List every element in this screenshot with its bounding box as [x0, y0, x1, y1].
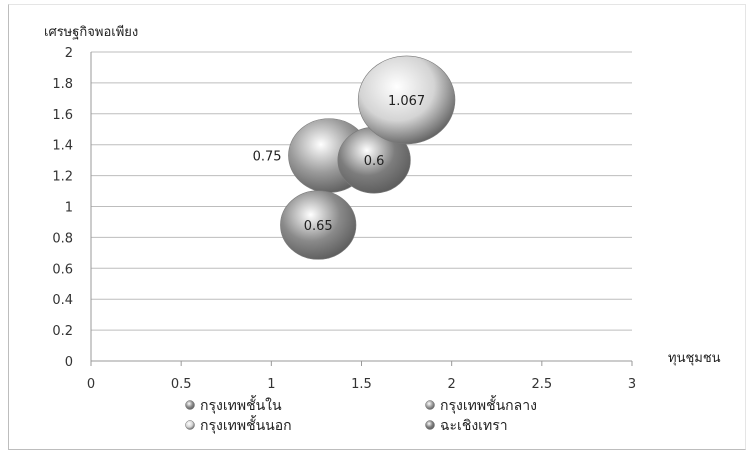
y-tick-label: 0.8 [52, 231, 73, 246]
bubble-data-label: 1.067 [388, 94, 425, 109]
y-tick-label: 1 [65, 201, 73, 216]
x-tick-label: 1.5 [351, 377, 372, 392]
x-tick-label: 2 [448, 377, 456, 392]
legend-marker [425, 400, 435, 410]
x-tick-label: 0.5 [171, 377, 192, 392]
legend-label: กรุงเทพชั้นใน [200, 395, 282, 414]
y-tick-label: 0 [65, 355, 73, 370]
y-tick-label: 2 [65, 46, 73, 61]
legend-label: กรุงเทพชั้นกลาง [440, 395, 537, 414]
x-tick-label: 2.5 [531, 377, 552, 392]
x-tick-label: 1 [267, 377, 275, 392]
y-tick-label: 0.4 [52, 293, 73, 308]
bubble-data-label: 0.6 [364, 154, 385, 169]
x-axis-label: ทุนชุมชน [668, 351, 721, 366]
x-tick-label: 3 [628, 377, 636, 392]
data-labels: 0.65 0.75 1.067 0.6 [253, 94, 426, 234]
y-tick-label: 0.6 [52, 262, 73, 277]
bubble-data-label: 0.65 [304, 219, 333, 234]
legend: กรุงเทพชั้นใน กรุงเทพชั้นกลางกรุงเทพชั้นน… [185, 395, 537, 434]
bubbles [280, 55, 456, 260]
legend-marker [185, 400, 195, 410]
legend-marker [425, 420, 435, 430]
bubble-data-label: 0.75 [253, 150, 282, 165]
y-tick-label: 0.2 [52, 324, 73, 339]
y-tick-label: 1.6 [52, 108, 73, 123]
bubble [357, 55, 456, 145]
chart-frame [8, 4, 746, 450]
y-axis-label: เศรษฐกิจพอเพียง [44, 24, 138, 40]
y-tick-label: 1.4 [52, 139, 73, 154]
y-tick-label: 1.2 [52, 170, 73, 185]
y-tick-labels: 0 0.2 0.4 0.6 0.8 1 1.2 1.4 1.6 1.8 2 [52, 46, 73, 370]
legend-label: ฉะเชิงเทรา [440, 418, 508, 434]
legend-marker [185, 420, 195, 430]
legend-label: กรุงเทพชั้นนอก [200, 415, 292, 434]
bubble [280, 190, 357, 260]
x-tick-labels: 0 0.5 1 1.5 2 2.5 3 [87, 377, 636, 392]
y-tick-label: 1.8 [52, 77, 73, 92]
x-tick-label: 0 [87, 377, 95, 392]
